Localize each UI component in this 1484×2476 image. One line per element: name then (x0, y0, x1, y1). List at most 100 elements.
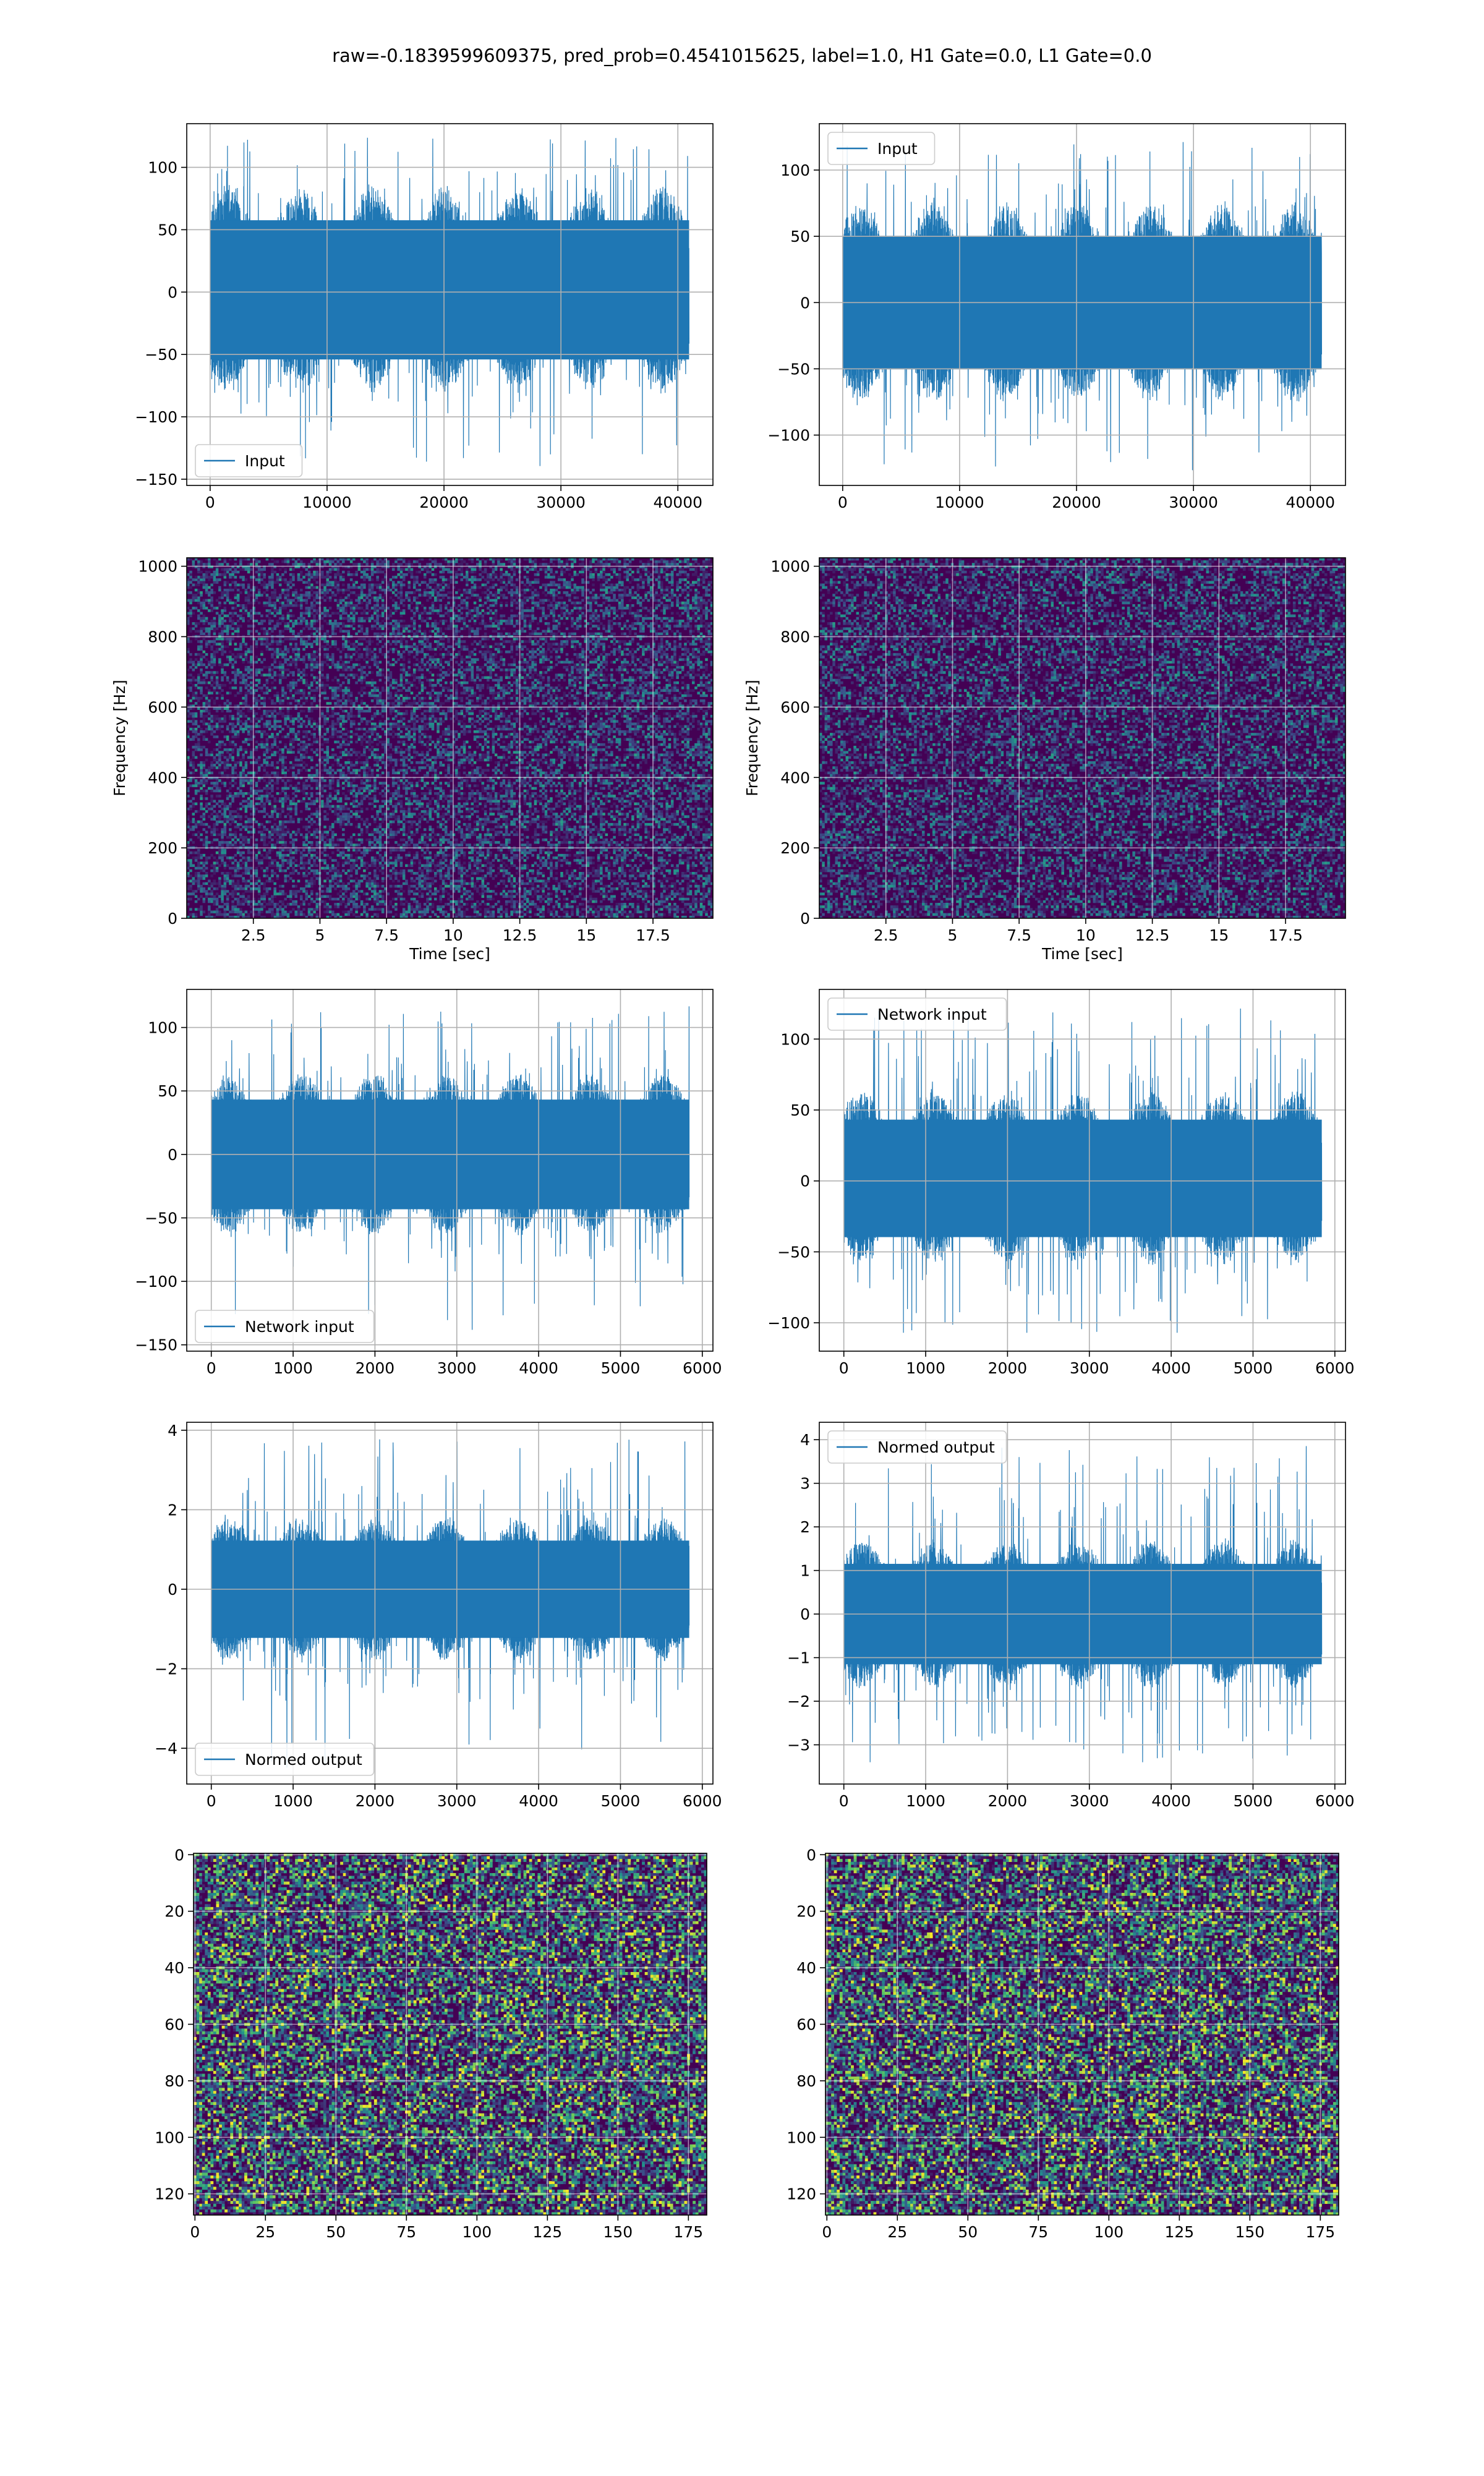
p10-xtick-label: 100 (1094, 2223, 1124, 2241)
p7-plot-area (211, 1439, 690, 1768)
p8-ytick-label: 3 (800, 1475, 810, 1493)
p3-ylabel: Frequency [Hz] (111, 680, 129, 796)
p9-xtick-label: 75 (396, 2223, 416, 2241)
p6-xtick-label: 2000 (988, 1359, 1028, 1377)
p10-xtick-label: 125 (1164, 2223, 1194, 2241)
p4-xtick-label: 17.5 (1268, 926, 1303, 944)
p2-ytick-label: 0 (800, 294, 810, 312)
p5-ytick-label: 0 (168, 1146, 177, 1164)
p9-heatmap-cells (196, 1853, 707, 2171)
p10-heatmap-cells (825, 1856, 1331, 2215)
p10-xtick-label: 150 (1235, 2223, 1264, 2241)
p9-heatmap-cells (529, 1867, 532, 1871)
p1-xtick-label: 20000 (419, 493, 469, 511)
p7-legend-label: Normed output (245, 1751, 362, 1769)
p1-ytick-label: −150 (135, 471, 177, 489)
p10-ytick-label: 60 (796, 2016, 816, 2034)
p8-ytick-label: 4 (800, 1431, 810, 1449)
p4-xtick-label: 10 (1076, 926, 1096, 944)
p7-ytick-label: −4 (155, 1740, 177, 1757)
p5-xtick-label: 1000 (273, 1359, 313, 1377)
p2-legend (827, 132, 936, 165)
p2-ytick-label: 100 (780, 161, 810, 179)
p4-heatmap-cells (916, 774, 919, 777)
p10-heatmap-cells (944, 2161, 947, 2165)
p4-xtick-label: 12.5 (1135, 926, 1170, 944)
p1-legend-label: Input (245, 452, 285, 470)
p2-xtick-label: 0 (838, 493, 848, 511)
p10-heatmap-cells (893, 1983, 897, 1987)
p9-heatmap-cells (194, 1861, 707, 2215)
p1-xtick-label: 40000 (654, 493, 703, 511)
p1-frame (186, 123, 714, 486)
p6-xtick-label: 5000 (1234, 1359, 1273, 1377)
p1-ytick-label: −100 (135, 408, 177, 426)
p10-heatmap-cells (1186, 2164, 1190, 2167)
p9-heatmap-cells (419, 1918, 422, 1921)
p9-ytick-label: 60 (164, 2016, 184, 2034)
p10-xtick-label: 25 (887, 2223, 907, 2241)
p10-ytick-label: 100 (787, 2128, 816, 2146)
p3-heatmap-cells (187, 560, 711, 918)
p3-xtick-label: 17.5 (636, 926, 670, 944)
subplots: 0 10000 20000 30000 40000−150−100−50050100In… (111, 123, 1355, 2241)
p10-ytick-label: 120 (787, 2185, 816, 2203)
p2-xtick-label: 30000 (1169, 493, 1218, 511)
p10-heatmap-cells (848, 1872, 1336, 2207)
p3-heatmap-cells (192, 558, 706, 913)
p10-heatmap-cells (935, 2054, 939, 2057)
p1-ytick-label: 100 (148, 159, 177, 177)
p6-ytick-label: −100 (767, 1314, 810, 1332)
p9-heatmap-cells (407, 1876, 411, 1879)
p3-heatmap-cells (187, 558, 713, 913)
p9-xtick-label: 100 (462, 2223, 492, 2241)
p10-heatmap-cells (834, 1853, 1339, 2213)
p5-ytick-label: −150 (135, 1336, 177, 1354)
p6-xtick-label: 3000 (1070, 1359, 1109, 1377)
p9-heatmap-cells (301, 2065, 304, 2068)
p10-frame (825, 1853, 1339, 2216)
p7-legend (195, 1743, 375, 1776)
p6-legend-label: Network input (877, 1005, 987, 1023)
p3-heatmap-cells (189, 558, 711, 918)
p3-ytick-label: 0 (168, 910, 177, 928)
p3-frame (186, 557, 714, 919)
p5-ytick-label: −50 (145, 1209, 177, 1227)
p3-heatmap-cells (200, 563, 713, 918)
p10-heatmap-cells (1211, 2209, 1215, 2213)
p4-xtick-label: 15 (1209, 926, 1229, 944)
p4-frame (819, 557, 1346, 919)
p9-heatmap-cells (662, 1963, 665, 1967)
p7-xtick-label: 3000 (437, 1792, 477, 1810)
p1-ytick-label: 0 (168, 283, 177, 301)
p2-ytick-label: 50 (790, 228, 810, 245)
p7-xtick-label: 6000 (683, 1792, 722, 1810)
p6-series-core (843, 1119, 1322, 1237)
p8-xtick-label: 1000 (906, 1792, 945, 1810)
p7-axes: 0 1000 2000 3000 4000 5000 6000 −4 −2 0 2 4 Normed o… (155, 1422, 722, 1810)
p9-frame (193, 1853, 707, 2216)
p10-heatmap-cells (828, 1867, 1331, 2182)
p1-xtick-label: 10000 (302, 493, 352, 511)
p9-xtick-label: 125 (532, 2223, 562, 2241)
p10-heatmap-cells (1023, 2187, 1026, 2190)
p1-xtick-label: 0 (205, 493, 215, 511)
p8-frame (819, 1422, 1346, 1785)
p3-ytick-label: 600 (148, 698, 177, 716)
p4-xtick-label: 2.5 (874, 926, 898, 944)
p1-legend (195, 444, 303, 477)
p9-ytick-label: 100 (155, 2128, 184, 2146)
p6-plot-area (843, 1008, 1323, 1333)
p10-heatmap-cells (935, 1926, 939, 1930)
p3-xtick-label: 2.5 (241, 926, 266, 944)
p10-xtick-label: 0 (822, 2223, 832, 2241)
p6-frame (819, 989, 1346, 1352)
p8-ytick-label: 1 (800, 1562, 810, 1580)
p8-xtick-label: 5000 (1234, 1792, 1273, 1810)
p8-xtick-label: 4000 (1151, 1792, 1191, 1810)
p9-heatmap-cells (320, 1969, 324, 1973)
p9-heatmap-cells (337, 2039, 341, 2043)
p8-axes: 0 1000 2000 3000 4000 5000 6000 −3 −2 −1 0 1 2 3 4 Norm… (787, 1422, 1355, 1810)
p1-plot-area (210, 137, 689, 466)
p2-legend-label: Input (877, 140, 918, 158)
